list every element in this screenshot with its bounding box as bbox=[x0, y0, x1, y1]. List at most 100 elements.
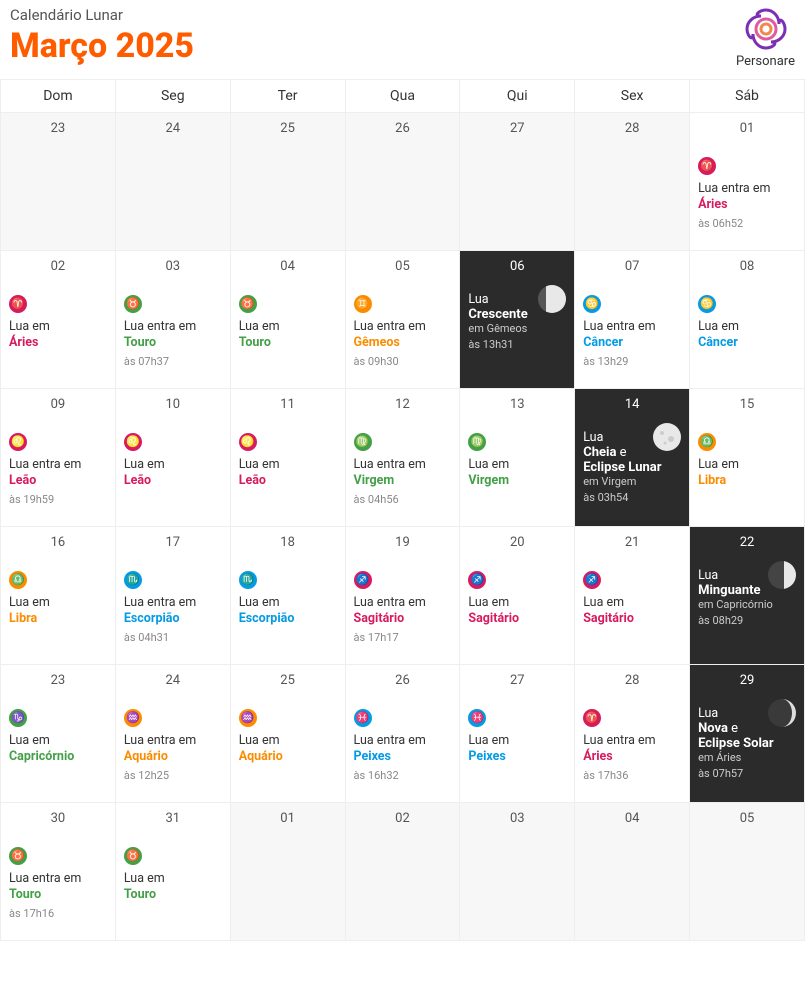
day-number: 23 bbox=[9, 121, 107, 136]
event-sign: Escorpião bbox=[124, 611, 180, 626]
lunar-calendar: Dom Seg Ter Qua Qui Sex Sáb 232425262728… bbox=[0, 79, 805, 941]
event-sign: Sagitário bbox=[583, 611, 634, 626]
day-number: 22 bbox=[698, 535, 796, 550]
day-number: 16 bbox=[9, 535, 107, 550]
calendar-cell: 26 bbox=[345, 113, 460, 251]
calendar-cell: 30♉Lua entra emTouroàs 17h16 bbox=[1, 803, 116, 941]
event-time: às 16h32 bbox=[354, 769, 452, 782]
weekday-header: Ter bbox=[230, 80, 345, 113]
zodiac-icon: ♈ bbox=[583, 709, 601, 727]
event-sign: Libra bbox=[698, 473, 726, 488]
calendar-cell: 02♈Lua emÁries bbox=[1, 251, 116, 389]
event-text: Lua entra emGêmeos bbox=[354, 319, 452, 353]
day-number: 26 bbox=[354, 673, 452, 688]
personare-icon bbox=[743, 6, 789, 52]
event-sign: Leão bbox=[124, 473, 151, 488]
event-sign: Capricórnio bbox=[9, 749, 74, 764]
event-sign: Câncer bbox=[698, 335, 738, 350]
day-number: 01 bbox=[698, 121, 796, 136]
event-text: Lua emPeixes bbox=[468, 733, 566, 767]
brand-logo: Personare bbox=[736, 6, 795, 69]
event-time: às 09h30 bbox=[354, 355, 452, 368]
event-text: Lua emCâncer bbox=[698, 319, 796, 353]
zodiac-icon: ♒ bbox=[239, 709, 257, 727]
event-time: às 07h57 bbox=[698, 767, 796, 780]
event-text: Lua emCapricórnio bbox=[9, 733, 107, 767]
calendar-row: 09♌Lua entra emLeãoàs 19h5910♌Lua emLeão… bbox=[1, 389, 805, 527]
calendar-cell: 05 bbox=[690, 803, 805, 941]
calendar-cell: 02 bbox=[345, 803, 460, 941]
event-text: Lua entra emÁries bbox=[698, 181, 796, 215]
calendar-cell: 14LuaCheia eEclipse Lunarem Virgemàs 03h… bbox=[575, 389, 690, 527]
calendar-cell: 21♐Lua emSagitário bbox=[575, 527, 690, 665]
zodiac-icon: ♉ bbox=[9, 847, 27, 865]
calendar-cell: 18♏Lua emEscorpião bbox=[230, 527, 345, 665]
event-text: Lua emTouro bbox=[124, 871, 222, 905]
zodiac-icon: ♎ bbox=[698, 433, 716, 451]
day-number: 07 bbox=[583, 259, 681, 274]
event-text: Lua emAquário bbox=[239, 733, 337, 767]
zodiac-icon: ♍ bbox=[468, 433, 486, 451]
calendar-row: 23♑Lua emCapricórnio24♒Lua entra emAquár… bbox=[1, 665, 805, 803]
event-sign: Áries bbox=[9, 335, 38, 350]
event-time: às 04h56 bbox=[354, 493, 452, 506]
header-left: Calendário Lunar Março 2025 bbox=[10, 6, 194, 66]
day-number: 18 bbox=[239, 535, 337, 550]
weekday-header: Qui bbox=[460, 80, 575, 113]
calendar-cell: 26♓Lua entra emPeixesàs 16h32 bbox=[345, 665, 460, 803]
event-text: Lua emLeão bbox=[239, 457, 337, 491]
day-number: 02 bbox=[354, 811, 452, 826]
calendar-cell: 22LuaMinguanteem Capricórnioàs 08h29 bbox=[690, 527, 805, 665]
calendar-cell: 04♉Lua emTouro bbox=[230, 251, 345, 389]
weekday-header: Dom bbox=[1, 80, 116, 113]
event-sign: Leão bbox=[9, 473, 36, 488]
calendar-cell: 27♓Lua emPeixes bbox=[460, 665, 575, 803]
day-number: 27 bbox=[468, 121, 566, 136]
event-sign: Touro bbox=[9, 887, 41, 902]
event-time: às 08h29 bbox=[698, 614, 796, 627]
phase-sign: em Áries bbox=[698, 751, 796, 764]
day-number: 27 bbox=[468, 673, 566, 688]
calendar-cell: 11♌Lua emLeão bbox=[230, 389, 345, 527]
day-number: 13 bbox=[468, 397, 566, 412]
event-time: às 12h25 bbox=[124, 769, 222, 782]
event-sign: Aquário bbox=[239, 749, 283, 764]
day-number: 20 bbox=[468, 535, 566, 550]
calendar-subtitle: Calendário Lunar bbox=[10, 6, 194, 24]
event-text: Lua entra emÁries bbox=[583, 733, 681, 767]
zodiac-icon: ♋ bbox=[583, 295, 601, 313]
calendar-row: 30♉Lua entra emTouroàs 17h1631♉Lua emTou… bbox=[1, 803, 805, 941]
zodiac-icon: ♏ bbox=[239, 571, 257, 589]
zodiac-icon: ♐ bbox=[583, 571, 601, 589]
event-text: Lua emLibra bbox=[698, 457, 796, 491]
calendar-cell: 15♎Lua emLibra bbox=[690, 389, 805, 527]
calendar-row: 23242526272801♈Lua entra emÁriesàs 06h52 bbox=[1, 113, 805, 251]
event-sign: Virgem bbox=[468, 473, 509, 488]
day-number: 05 bbox=[698, 811, 796, 826]
calendar-cell: 23 bbox=[1, 113, 116, 251]
event-sign: Touro bbox=[239, 335, 271, 350]
phase-sign: em Gêmeos bbox=[468, 322, 566, 335]
day-number: 06 bbox=[468, 259, 566, 274]
event-sign: Câncer bbox=[583, 335, 623, 350]
event-time: às 04h31 bbox=[124, 631, 222, 644]
zodiac-icon: ♈ bbox=[9, 295, 27, 313]
event-sign: Gêmeos bbox=[354, 335, 400, 350]
calendar-cell: 31♉Lua emTouro bbox=[115, 803, 230, 941]
day-number: 25 bbox=[239, 673, 337, 688]
event-text: Lua emLeão bbox=[124, 457, 222, 491]
zodiac-icon: ♉ bbox=[124, 847, 142, 865]
day-number: 19 bbox=[354, 535, 452, 550]
weekday-header: Qua bbox=[345, 80, 460, 113]
day-number: 23 bbox=[9, 673, 107, 688]
day-number: 24 bbox=[124, 121, 222, 136]
event-text: Lua entra emLeão bbox=[9, 457, 107, 491]
calendar-cell: 09♌Lua entra emLeãoàs 19h59 bbox=[1, 389, 116, 527]
event-sign: Virgem bbox=[354, 473, 395, 488]
day-number: 17 bbox=[124, 535, 222, 550]
event-time: às 13h29 bbox=[583, 355, 681, 368]
zodiac-icon: ♍ bbox=[354, 433, 372, 451]
zodiac-icon: ♉ bbox=[239, 295, 257, 313]
event-time: às 17h16 bbox=[9, 907, 107, 920]
zodiac-icon: ♌ bbox=[124, 433, 142, 451]
